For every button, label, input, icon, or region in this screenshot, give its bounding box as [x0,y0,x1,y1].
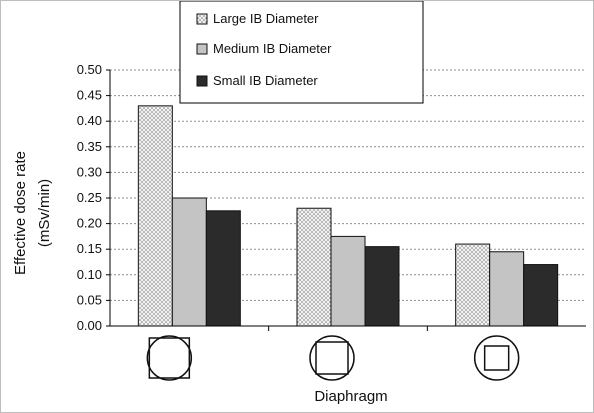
y-tick-label: 0.50 [77,62,102,77]
y-axis-title: Effective dose rate [12,151,29,275]
y-tick-label: 0.20 [77,216,102,231]
y-tick-label: 0.40 [77,113,102,128]
bar-large-ib-diameter-3 [455,243,491,327]
diaphragm-square-icon [148,337,191,379]
y-tick-label: 0.45 [77,88,102,103]
bar-small-ib-diameter-3 [523,264,559,327]
bar-medium-ib-diameter-1 [171,197,207,327]
y-tick-label: 0.10 [77,267,102,282]
diaphragm-circle-icon [473,335,520,381]
bar-small-ib-diameter-1 [205,210,241,327]
legend-label-3: Small IB Diameter [213,73,318,88]
legend-swatch-2 [196,43,208,55]
diaphragm-circle-icon [309,335,355,381]
diaphragm-circle-icon [146,335,193,381]
axis-layer: 0.00 0.05 0.10 0.15 0.20 0.25 0.30 0.35 0.40 0.45… [77,62,586,333]
diaphragm-square-large-icon [146,335,193,381]
legend-box [179,1,424,104]
legend-label-2: Medium IB Diameter [213,41,332,56]
y-tick-label: 0.30 [77,164,102,179]
diaphragm-square-small-icon [473,335,520,381]
bar-medium-ib-diameter-2 [330,235,366,327]
bar-medium-ib-diameter-3 [489,251,525,327]
legend-swatch-1 [196,13,208,25]
bar-large-ib-diameter-1 [137,105,173,327]
legend: Large IB Diameter Medium IB Diameter Small… [179,1,424,104]
y-tick-label: 0.00 [77,318,102,333]
y-tick-label: 0.15 [77,241,102,256]
y-tick-label: 0.05 [77,292,102,307]
legend-label-1: Large IB Diameter [213,11,319,26]
y-axis-subtitle: (mSv/min) [36,179,53,247]
diaphragm-square-icon [315,341,349,375]
category-icons-layer [146,335,520,381]
y-tick-label: 0.35 [77,139,102,154]
bars-layer [137,105,559,327]
legend-swatch-3 [196,75,208,87]
diaphragm-square-icon [483,345,510,371]
y-tick-label: 0.25 [77,190,102,205]
bar-small-ib-diameter-2 [364,246,400,327]
bar-large-ib-diameter-2 [296,207,332,327]
diaphragm-square-medium-icon [309,335,355,381]
x-axis-title: Diaphragm [314,388,387,405]
